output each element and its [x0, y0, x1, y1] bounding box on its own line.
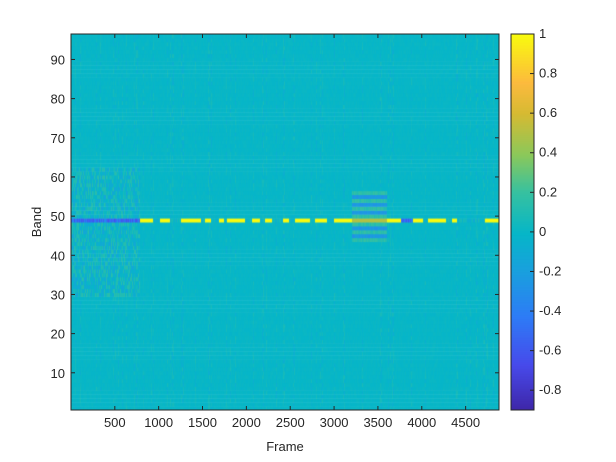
- colorbar-tick-label: -0.4: [539, 303, 561, 318]
- colorbar: [511, 34, 534, 410]
- axes-box: [70, 33, 500, 411]
- colorbar-tick-label: 1: [539, 26, 546, 41]
- x-axis-label: Frame: [266, 439, 304, 454]
- y-tick-label: 60: [51, 170, 65, 185]
- x-tick-label: 3500: [363, 415, 392, 430]
- x-tick-label: 4000: [407, 415, 436, 430]
- heatmap-image: [71, 34, 499, 410]
- y-axis-label: Band: [29, 207, 44, 237]
- x-tick-label: 1500: [188, 415, 217, 430]
- y-tick-label: 90: [51, 52, 65, 67]
- x-tick-label: 3000: [320, 415, 349, 430]
- colorbar-tick-label: -0.8: [539, 382, 561, 397]
- colorbar-tick-label: 0.2: [539, 184, 557, 199]
- colorbar-tick-label: 0.4: [539, 145, 557, 160]
- x-tick-label: 2500: [276, 415, 305, 430]
- colorbar-tick-label: -0.2: [539, 263, 561, 278]
- y-tick-label: 80: [51, 92, 65, 107]
- y-tick-label: 70: [51, 131, 65, 146]
- y-tick-label: 50: [51, 209, 65, 224]
- x-tick-label: 2000: [232, 415, 261, 430]
- x-tick-label: 1000: [144, 415, 173, 430]
- colorbar-tick-label: -0.6: [539, 343, 561, 358]
- colorbar-tick-label: 0: [539, 224, 546, 239]
- colorbar-box: [510, 33, 535, 411]
- y-tick-label: 20: [51, 327, 65, 342]
- colorbar-tick-label: 0.8: [539, 66, 557, 81]
- y-tick-label: 10: [51, 366, 65, 381]
- x-tick-label: 4500: [451, 415, 480, 430]
- colorbar-tick-label: 0.6: [539, 105, 557, 120]
- x-tick-label: 500: [104, 415, 126, 430]
- y-tick-label: 30: [51, 287, 65, 302]
- y-tick-label: 40: [51, 248, 65, 263]
